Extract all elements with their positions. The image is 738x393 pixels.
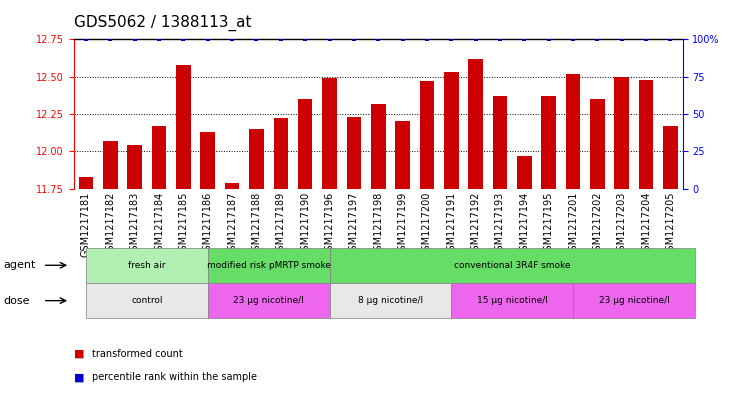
Bar	[371, 103, 385, 189]
Bar	[347, 117, 361, 189]
Bar	[152, 126, 166, 189]
Bar	[249, 129, 263, 189]
Text: transformed count: transformed count	[92, 349, 183, 359]
Bar	[469, 59, 483, 189]
Bar	[298, 99, 312, 189]
Bar	[542, 96, 556, 189]
Bar	[639, 80, 653, 189]
Text: agent: agent	[4, 260, 36, 270]
Bar	[201, 132, 215, 189]
Text: conventional 3R4F smoke: conventional 3R4F smoke	[454, 261, 570, 270]
Bar	[444, 72, 458, 189]
Bar	[128, 145, 142, 189]
Bar	[396, 121, 410, 189]
Bar	[663, 126, 677, 189]
Bar	[517, 156, 531, 189]
Bar	[590, 99, 604, 189]
Text: 8 μg nicotine/l: 8 μg nicotine/l	[358, 296, 423, 305]
Text: dose: dose	[4, 296, 30, 306]
Text: modified risk pMRTP smoke: modified risk pMRTP smoke	[207, 261, 331, 270]
Bar	[323, 78, 337, 189]
Bar	[420, 81, 434, 189]
Text: fresh air: fresh air	[128, 261, 165, 270]
Bar	[225, 183, 239, 189]
Bar	[493, 96, 507, 189]
Text: ■: ■	[74, 372, 88, 382]
Bar	[274, 118, 288, 189]
Bar	[615, 77, 629, 189]
Text: percentile rank within the sample: percentile rank within the sample	[92, 372, 258, 382]
Text: 23 μg nicotine/l: 23 μg nicotine/l	[599, 296, 669, 305]
Bar	[566, 73, 580, 189]
Text: 15 μg nicotine/l: 15 μg nicotine/l	[477, 296, 548, 305]
Text: GDS5062 / 1388113_at: GDS5062 / 1388113_at	[74, 15, 252, 31]
Bar	[176, 65, 190, 189]
Bar	[79, 177, 93, 189]
Text: 23 μg nicotine/l: 23 μg nicotine/l	[233, 296, 304, 305]
Text: ■: ■	[74, 349, 88, 359]
Bar	[103, 141, 117, 189]
Text: control: control	[131, 296, 162, 305]
